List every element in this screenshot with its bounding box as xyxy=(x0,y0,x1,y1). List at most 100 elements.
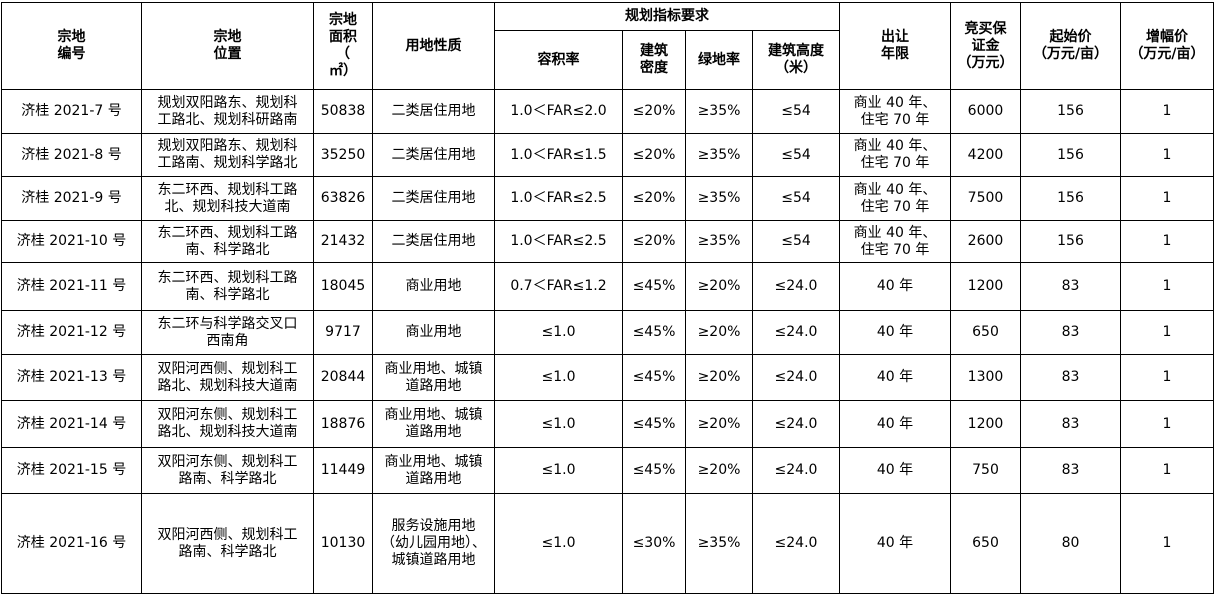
green-ratio-cell: ≥35% xyxy=(685,493,753,594)
building-density-cell: ≤20% xyxy=(622,89,686,134)
location-cell: 双阳河西侧、规划科工路北、规划科技大道南 xyxy=(141,354,314,401)
table-row: 济桂 2021-16 号双阳河西侧、规划科工路南、科学路北 10130 服务设施用地… xyxy=(1,493,1214,594)
increment-cell: 1 xyxy=(1120,176,1214,221)
header-line: 增幅价 xyxy=(1146,29,1188,45)
parcel-number-cell: 济桂 2021-13 号 xyxy=(1,354,142,401)
building-height-cell: ≤54 xyxy=(752,176,840,221)
green-ratio-cell: ≥35% xyxy=(685,133,753,177)
parcel-number-cell: 济桂 2021-14 号 xyxy=(1,400,142,448)
header-line: 密度 xyxy=(640,60,668,76)
transfer-term-cell: 40 年 xyxy=(839,354,951,401)
start-price-cell: 83 xyxy=(1020,262,1121,311)
building-height-cell: ≤24.0 xyxy=(752,310,840,355)
land-use-cell: 商业用地、城镇道路用地 xyxy=(372,400,495,448)
building-density-cell: ≤30% xyxy=(622,493,686,594)
header-area: 宗地 面积 （ ㎡） xyxy=(313,2,373,90)
area-cell: 11449 xyxy=(313,447,373,494)
transfer-term-cell: 商业 40 年、住宅 70 年 xyxy=(839,176,951,221)
deposit-cell: 1200 xyxy=(950,262,1021,311)
land-use-cell: 商业用地 xyxy=(372,310,495,355)
area-cell: 18045 xyxy=(313,262,373,311)
header-line: 位置 xyxy=(213,46,242,62)
table-row: 济桂 2021-12 号东二环与科学路交叉口西南角 9717 商业用地 ≤1.0 ≤45… xyxy=(1,310,1214,355)
header-deposit: 竞买保 证金 （万元） xyxy=(950,2,1021,90)
start-price-cell: 80 xyxy=(1020,493,1121,594)
area-cell: 63826 xyxy=(313,176,373,221)
header-green-ratio: 绿地率 xyxy=(685,30,753,90)
start-price-cell: 83 xyxy=(1020,310,1121,355)
increment-cell: 1 xyxy=(1120,133,1214,177)
parcel-number-cell: 济桂 2021-7 号 xyxy=(1,89,142,134)
area-cell: 10130 xyxy=(313,493,373,594)
building-height-cell: ≤54 xyxy=(752,133,840,177)
building-height-cell: ≤24.0 xyxy=(752,354,840,401)
header-line: ㎡） xyxy=(329,63,357,79)
building-density-cell: ≤45% xyxy=(622,310,686,355)
header-line: 宗地 xyxy=(329,12,357,28)
parcel-number-cell: 济桂 2021-8 号 xyxy=(1,133,142,177)
header-transfer-term: 出让 年限 xyxy=(839,2,951,90)
table-row: 济桂 2021-11 号东二环西、规划科工路南、科学路北 18045 商业用地 0.7… xyxy=(1,262,1214,311)
header-line: （米） xyxy=(775,60,817,76)
transfer-term-cell: 商业 40 年、住宅 70 年 xyxy=(839,133,951,177)
deposit-cell: 2600 xyxy=(950,220,1021,263)
header-line: 用地性质 xyxy=(405,37,462,54)
header-line: 竞买保 xyxy=(964,20,1007,37)
parcel-number-cell: 济桂 2021-15 号 xyxy=(1,447,142,494)
parcel-number-cell: 济桂 2021-12 号 xyxy=(1,310,142,355)
increment-cell: 1 xyxy=(1120,447,1214,494)
far-cell: 1.0＜FAR≤2.0 xyxy=(494,89,623,134)
increment-cell: 1 xyxy=(1120,354,1214,401)
header-building-height: 建筑高度 （米） xyxy=(752,30,840,90)
table-row: 济桂 2021-10 号东二环西、规划科工路南、科学路北 21432 二类居住用地 1… xyxy=(1,220,1214,263)
parcel-number-cell: 济桂 2021-11 号 xyxy=(1,262,142,311)
land-use-cell: 二类居住用地 xyxy=(372,220,495,263)
header-line: 容积率 xyxy=(537,51,580,68)
increment-cell: 1 xyxy=(1120,400,1214,448)
area-cell: 35250 xyxy=(313,133,373,177)
building-density-cell: ≤20% xyxy=(622,133,686,177)
land-use-cell: 商业用地 xyxy=(372,262,495,311)
start-price-cell: 156 xyxy=(1020,220,1121,263)
header-location: 宗地 位置 xyxy=(141,2,314,90)
header-line: 年限 xyxy=(881,46,909,62)
far-cell: ≤1.0 xyxy=(494,354,623,401)
header-line: （万元） xyxy=(957,54,1014,71)
header-line: 出让 xyxy=(881,29,909,45)
building-density-cell: ≤45% xyxy=(622,354,686,401)
building-height-cell: ≤24.0 xyxy=(752,400,840,448)
header-subrow: 容积率 建筑 密度 绿地率 建筑高度 （米） xyxy=(2,30,1214,90)
building-density-cell: ≤45% xyxy=(622,447,686,494)
parcel-number-cell: 济桂 2021-16 号 xyxy=(1,493,142,594)
transfer-term-cell: 40 年 xyxy=(839,447,951,494)
green-ratio-cell: ≥20% xyxy=(685,354,753,401)
header-building-density: 建筑 密度 xyxy=(622,30,686,90)
increment-cell: 1 xyxy=(1120,220,1214,263)
building-density-cell: ≤45% xyxy=(622,262,686,311)
table-row: 济桂 2021-7 号规划双阳路东、规划科工路北、规划科研路南 50838 二类居住… xyxy=(1,89,1214,134)
header-line: （ xyxy=(336,46,350,62)
building-height-cell: ≤24.0 xyxy=(752,493,840,594)
location-cell: 双阳河东侧、规划科工路北、规划科技大道南 xyxy=(141,400,314,448)
header-line: 建筑 xyxy=(640,43,668,59)
header-line: 证金 xyxy=(971,37,1000,54)
table-row: 济桂 2021-13 号双阳河西侧、规划科工路北、规划科技大道南 20844 商业用… xyxy=(1,354,1214,401)
table-row: 济桂 2021-8 号规划双阳路东、规划科工路南、规划科学路北 35250 二类居住… xyxy=(1,133,1214,177)
transfer-term-cell: 40 年 xyxy=(839,493,951,594)
far-cell: 0.7＜FAR≤1.2 xyxy=(494,262,623,311)
location-cell: 东二环西、规划科工路南、科学路北 xyxy=(141,220,314,263)
table-body: 济桂 2021-7 号规划双阳路东、规划科工路北、规划科研路南 50838 二类居住… xyxy=(1,89,1214,594)
area-cell: 18876 xyxy=(313,400,373,448)
land-use-cell: 服务设施用地（幼儿园用地）、城镇道路用地 xyxy=(372,493,495,594)
header-line: 面积 xyxy=(329,29,357,45)
header-line: （万元/亩） xyxy=(1032,46,1109,62)
building-density-cell: ≤45% xyxy=(622,400,686,448)
location-cell: 规划双阳路东、规划科工路北、规划科研路南 xyxy=(141,89,314,134)
land-use-cell: 商业用地、城镇道路用地 xyxy=(372,354,495,401)
area-cell: 50838 xyxy=(313,89,373,134)
header-far: 容积率 xyxy=(494,30,623,90)
building-height-cell: ≤54 xyxy=(752,89,840,134)
increment-cell: 1 xyxy=(1120,262,1214,311)
area-cell: 21432 xyxy=(313,220,373,263)
transfer-term-cell: 40 年 xyxy=(839,310,951,355)
